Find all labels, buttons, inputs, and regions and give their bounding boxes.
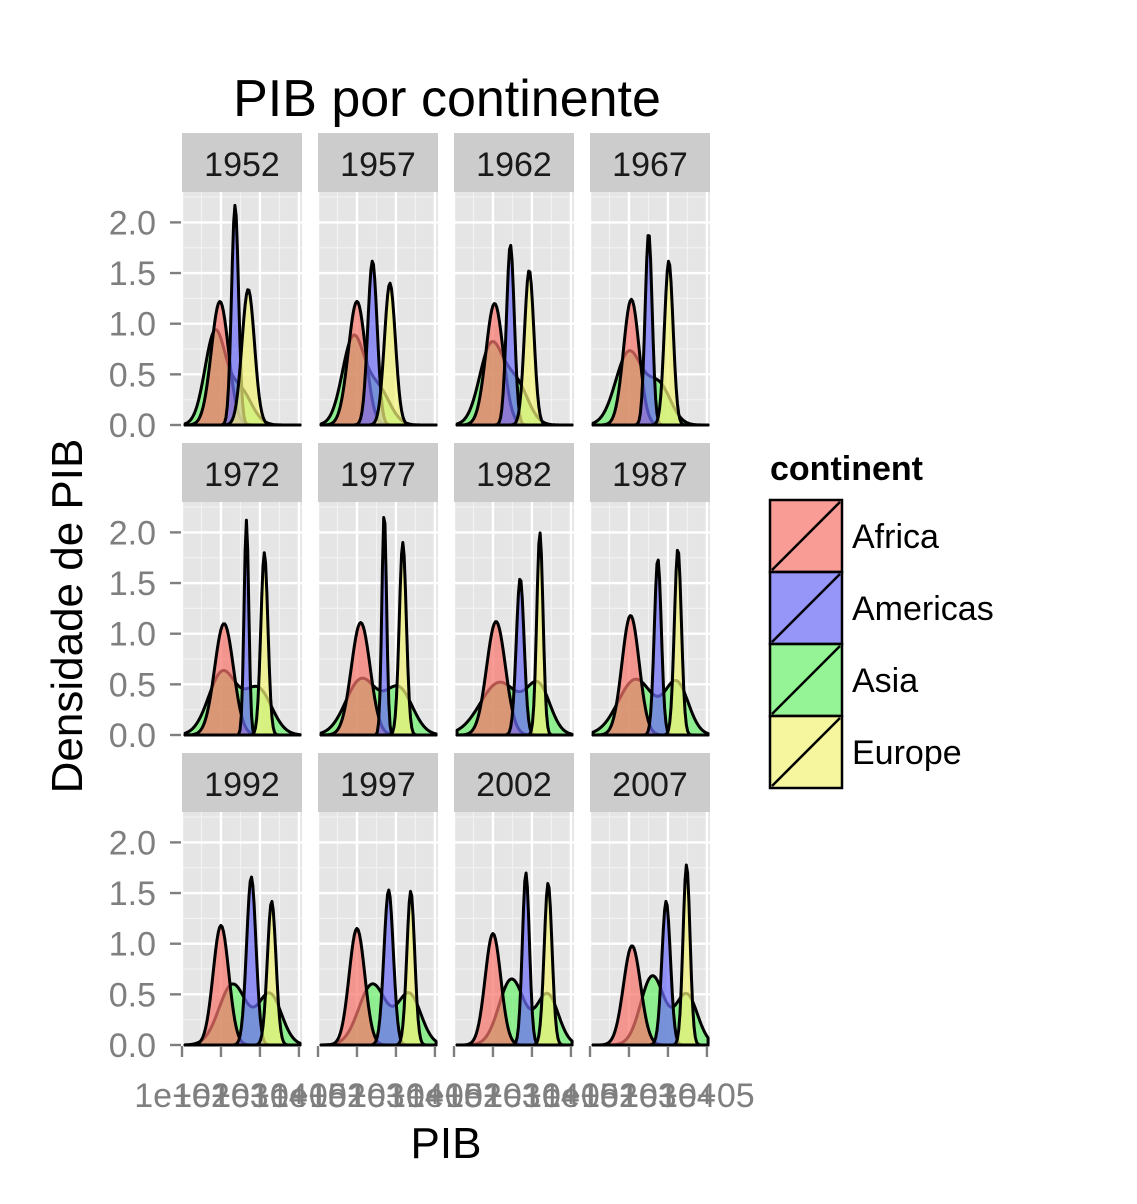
- facet-strip: [454, 133, 574, 192]
- legend-label: Asia: [852, 662, 918, 700]
- legend: continent Africa Americas Asia Europe: [768, 450, 994, 790]
- facet-panel-1952: 1952 0.0 0.5 1.0 1.5 2.0: [109, 133, 302, 445]
- facet-strip: [318, 753, 438, 812]
- x-tick-label: 1e+03: [173, 1077, 269, 1115]
- facet-strip: [318, 443, 438, 502]
- density-area-europe: [319, 889, 438, 1047]
- x-tick-label: 1e+02: [134, 1077, 230, 1115]
- facet-strip: [182, 133, 302, 192]
- density-area-europe: [455, 531, 574, 737]
- facet-strip: [318, 133, 438, 192]
- legend-title: continent: [770, 450, 923, 488]
- x-tick-label: 1e+05: [659, 1077, 755, 1115]
- y-tick-label: 1.0: [109, 926, 156, 964]
- legend-label: Africa: [852, 518, 939, 556]
- x-tick-label: 1e+02: [270, 1077, 366, 1115]
- y-tick-label: 0.5: [109, 356, 156, 394]
- facet-panel-1982: 1982: [452, 443, 574, 737]
- x-tick-label: 1e+04: [620, 1077, 716, 1115]
- legend-key-slash: [771, 573, 841, 643]
- legend-item-asia: Asia: [768, 642, 918, 718]
- legend-item-africa: Africa: [768, 498, 939, 574]
- facet-strip-label: 1967: [612, 146, 688, 184]
- x-tick-label: 1e+02: [406, 1077, 502, 1115]
- facet-strip: [590, 443, 710, 502]
- chart-title: PIB por continente: [233, 70, 661, 128]
- facet-panels: 1952 0.0 0.5 1.0 1.5 2.0 1957 1962 1967 1972 0.0 0.…: [109, 133, 755, 1115]
- y-tick-label: 0.5: [109, 666, 156, 704]
- x-axis-label: PIB: [411, 1119, 482, 1168]
- density-area-europe: [591, 548, 710, 737]
- density-area-europe: [455, 881, 574, 1047]
- facet-panel-1967: 1967: [588, 133, 710, 427]
- y-tick-label: 1.0: [109, 306, 156, 344]
- facet-strip: [590, 753, 710, 812]
- x-tick-label: 1e+03: [445, 1077, 541, 1115]
- facet-strip-label: 1987: [612, 456, 688, 494]
- x-tick-label: 1e+03: [581, 1077, 677, 1115]
- facet-strip-label: 2007: [612, 766, 688, 804]
- legend-label: Europe: [852, 734, 962, 772]
- legend-label: Americas: [852, 590, 994, 628]
- density-area-europe: [183, 288, 302, 427]
- y-tick-label: 0.5: [109, 976, 156, 1014]
- density-area-europe: [319, 281, 438, 427]
- facet-strip-label: 1972: [204, 456, 280, 494]
- density-area-europe: [183, 899, 302, 1047]
- y-tick-label: 1.5: [109, 255, 156, 293]
- x-tick-label: 1e+04: [212, 1077, 308, 1115]
- density-area-europe: [319, 541, 438, 737]
- facet-strip-label: 1992: [204, 766, 280, 804]
- facet-strip-label: 1962: [476, 146, 552, 184]
- x-tick-label: 1e+02: [542, 1077, 638, 1115]
- facet-strip: [454, 443, 574, 502]
- legend-key-slash: [771, 645, 841, 715]
- y-tick-label: 1.5: [109, 875, 156, 913]
- y-tick-label: 1.0: [109, 616, 156, 654]
- x-tick-label: 1e+03: [309, 1077, 405, 1115]
- facet-strip: [590, 133, 710, 192]
- facet-panel-1987: 1987: [588, 443, 710, 737]
- y-tick-label: 0.0: [109, 407, 156, 445]
- facet-panel-1957: 1957: [316, 133, 438, 427]
- legend-key-slash: [771, 501, 841, 571]
- facet-strip: [182, 443, 302, 502]
- facet-panel-1977: 1977: [316, 443, 438, 737]
- facet-strip-label: 2002: [476, 766, 552, 804]
- facet-panel-1972: 1972 0.0 0.5 1.0 1.5 2.0: [109, 443, 302, 755]
- y-tick-label: 1.5: [109, 565, 156, 603]
- y-tick-label: 0.0: [109, 717, 156, 755]
- density-area-europe: [183, 551, 302, 737]
- density-area-europe: [591, 863, 710, 1047]
- legend-item-americas: Americas: [768, 570, 994, 646]
- x-tick-label: 1e+05: [523, 1077, 619, 1115]
- x-tick-label: 1e+04: [484, 1077, 580, 1115]
- density-area-europe: [455, 269, 574, 427]
- facet-strip-label: 1982: [476, 456, 552, 494]
- y-tick-label: 2.0: [109, 204, 156, 242]
- y-tick-label: 2.0: [109, 824, 156, 862]
- facet-panel-1962: 1962: [452, 133, 574, 427]
- y-tick-label: 2.0: [109, 514, 156, 552]
- density-area-europe: [591, 259, 710, 427]
- facet-strip: [454, 753, 574, 812]
- legend-key-slash: [771, 717, 841, 787]
- facet-strip-label: 1997: [340, 766, 416, 804]
- x-tick-label: 1e+05: [387, 1077, 483, 1115]
- facet-strip-label: 1952: [204, 146, 280, 184]
- facet-strip-label: 1957: [340, 146, 416, 184]
- x-tick-label: 1e+04: [348, 1077, 444, 1115]
- legend-item-europe: Europe: [768, 714, 962, 790]
- y-axis-label: Densidade de PIB: [43, 439, 92, 794]
- facet-strip-label: 1977: [340, 456, 416, 494]
- y-tick-label: 0.0: [109, 1027, 156, 1065]
- facet-strip: [182, 753, 302, 812]
- x-tick-label: 1e+05: [251, 1077, 347, 1115]
